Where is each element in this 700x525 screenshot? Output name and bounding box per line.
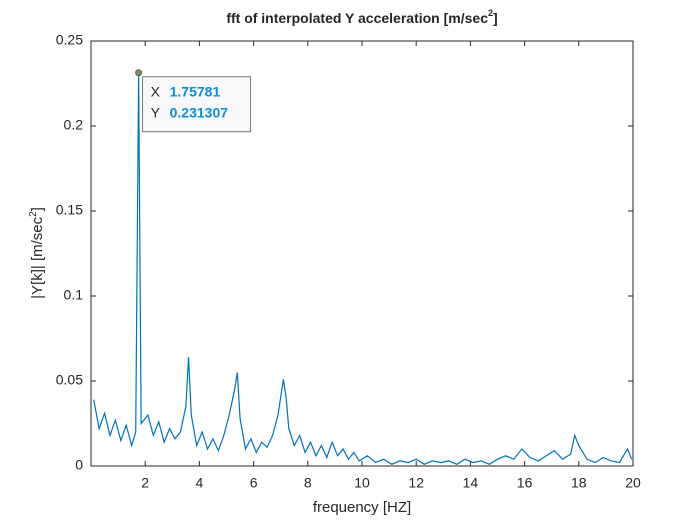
x-tick-label: 6 xyxy=(250,475,258,491)
axes-box xyxy=(90,40,634,467)
x-tick-label: 18 xyxy=(571,475,587,491)
title-end: ] xyxy=(493,10,498,26)
x-tick-label: 14 xyxy=(463,475,479,491)
x-tick-label: 16 xyxy=(517,475,533,491)
ylabel-end: ] xyxy=(29,207,46,211)
x-axis-label: frequency [HZ] xyxy=(313,499,411,516)
y-tick-label: 0.1 xyxy=(64,287,84,303)
y-axis-label: |Y[k]| [m/sec2] xyxy=(28,207,46,299)
x-tick-label: 20 xyxy=(625,475,641,491)
y-tick-label: 0.15 xyxy=(56,202,83,218)
title-main: fft of interpolated Y acceleration [m/se… xyxy=(226,10,488,26)
ylabel-sup: 2 xyxy=(28,211,39,217)
x-tick-label: 4 xyxy=(196,475,204,491)
y-tick-label: 0.2 xyxy=(64,117,84,133)
datatip-x-value: 1.75781 xyxy=(170,83,221,99)
x-tick-label: 12 xyxy=(408,475,424,491)
y-tick-label: 0.25 xyxy=(56,32,83,48)
datatip-x-label: X xyxy=(151,83,161,99)
datatip-y-label: Y xyxy=(151,104,161,120)
y-tick-label: 0.05 xyxy=(56,372,83,388)
x-tick-label: 2 xyxy=(141,475,149,491)
series-line xyxy=(93,72,633,465)
x-tick-label: 10 xyxy=(354,475,370,491)
title-sup: 2 xyxy=(488,8,493,18)
datatip-marker xyxy=(135,69,143,77)
x-tick-label: 8 xyxy=(304,475,312,491)
datatip-box xyxy=(142,76,252,133)
datatip-y-value: 0.231307 xyxy=(170,104,229,120)
y-tick-label: 0 xyxy=(75,457,83,473)
chart-title: fft of interpolated Y acceleration [m/se… xyxy=(226,8,497,25)
ylabel-main: |Y[k]| [m/sec xyxy=(29,216,46,298)
